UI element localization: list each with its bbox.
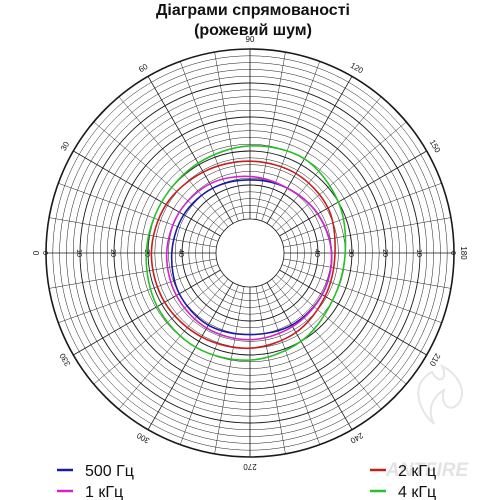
grid-spoke bbox=[275, 274, 407, 385]
radial-tick-label: 20 bbox=[109, 249, 116, 257]
angle-tick-label: 180 bbox=[459, 246, 468, 260]
radial-tick-label: 40 bbox=[313, 249, 320, 257]
grid-spoke bbox=[179, 284, 239, 445]
grid-spoke bbox=[271, 278, 382, 410]
grid-spoke bbox=[214, 286, 245, 454]
grid-spoke bbox=[73, 150, 221, 237]
grid-spoke bbox=[283, 217, 451, 248]
grid-spoke bbox=[279, 269, 427, 356]
grid-spoke bbox=[179, 61, 239, 222]
angle-tick-label: 240 bbox=[348, 431, 365, 446]
grid-spoke bbox=[261, 284, 321, 445]
watermark-text: ANTFIRE bbox=[385, 460, 470, 481]
series-line bbox=[150, 160, 336, 350]
angle-tick-label: 120 bbox=[349, 61, 366, 76]
grid-spoke bbox=[58, 264, 219, 324]
grid-spoke bbox=[275, 121, 407, 232]
series-line bbox=[165, 175, 333, 341]
legend-label: 1 кГц bbox=[85, 484, 123, 500]
grid-spoke bbox=[283, 258, 451, 289]
grid-spoke bbox=[281, 182, 442, 242]
grid-spoke bbox=[118, 278, 229, 410]
grid-spoke bbox=[58, 182, 219, 242]
series-line bbox=[145, 145, 347, 361]
grid-spoke bbox=[255, 286, 286, 454]
chart-title-line-2: (рожевий шум) bbox=[194, 22, 312, 39]
angle-tick-label: 270 bbox=[243, 462, 257, 471]
grid-spoke bbox=[271, 96, 382, 228]
grid-spoke bbox=[266, 282, 353, 430]
radial-tick-label: 0 bbox=[41, 251, 48, 255]
grid-spoke bbox=[73, 269, 221, 356]
grid-spoke bbox=[49, 258, 217, 289]
grid-inner-circle bbox=[215, 218, 285, 288]
angle-tick-label: 150 bbox=[428, 138, 443, 155]
angle-tick-label: 0 bbox=[32, 250, 41, 255]
angle-tick-label: 60 bbox=[137, 62, 150, 75]
grid-spoke bbox=[279, 150, 427, 237]
angle-tick-label: 300 bbox=[135, 430, 152, 445]
angle-tick-label: 30 bbox=[59, 140, 72, 153]
series-lines bbox=[145, 145, 347, 361]
grid-spoke bbox=[147, 76, 234, 224]
radial-tick-label: 10 bbox=[415, 249, 422, 257]
angle-tick-label: 90 bbox=[246, 35, 255, 44]
legend-label: 2 кГц bbox=[398, 463, 436, 480]
chart-title-line-1: Діаграми спрямованості bbox=[156, 2, 350, 19]
grid-spoke bbox=[255, 52, 286, 220]
grid-spoke bbox=[49, 217, 217, 248]
grid-spoke bbox=[93, 121, 225, 232]
legend: 500 Гц 1 кГц 2 кГц 4 кГц bbox=[57, 463, 436, 500]
grid-spoke bbox=[214, 52, 245, 220]
angle-tick-label: 210 bbox=[427, 352, 442, 369]
grid-spoke bbox=[281, 264, 442, 324]
radial-tick-label: 0 bbox=[449, 251, 456, 255]
grid-spoke bbox=[266, 76, 353, 224]
legend-label: 4 кГц bbox=[398, 484, 436, 500]
grid-spoke bbox=[261, 61, 321, 222]
legend-label: 500 Гц bbox=[85, 463, 134, 480]
angle-tick-label: 330 bbox=[58, 351, 73, 368]
radial-tick-label: 30 bbox=[347, 249, 354, 257]
radial-tick-label: 40 bbox=[177, 249, 184, 257]
grid-spoke bbox=[147, 282, 234, 430]
grid-spoke bbox=[118, 96, 229, 228]
antfire-logo: ANTFIRE bbox=[385, 363, 470, 481]
polar-grid bbox=[45, 48, 455, 458]
radial-tick-label: 10 bbox=[75, 249, 82, 257]
radial-tick-label: 20 bbox=[381, 249, 388, 257]
grid-spoke bbox=[93, 274, 225, 385]
